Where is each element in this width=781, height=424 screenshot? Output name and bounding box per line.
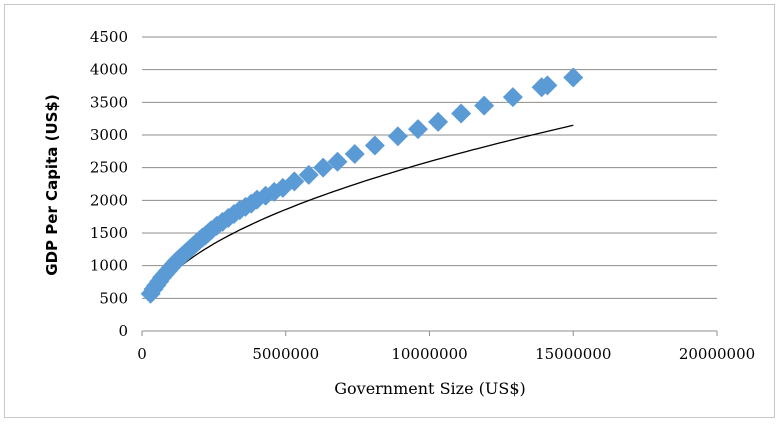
- x-tick-label: 20000000: [679, 345, 755, 363]
- y-tick-label: 4000: [90, 61, 128, 79]
- scatter-chart: 0 500 1000 1500 2000 2500 3000 3500 4000 4500 0 500…: [43, 28, 755, 398]
- x-tick-label: 10000000: [391, 345, 467, 363]
- y-tick-label: 2000: [90, 191, 128, 209]
- data-point: [451, 103, 472, 124]
- x-tick-label: 15000000: [535, 345, 611, 363]
- data-point: [313, 157, 334, 178]
- tick-labels: 0 500 1000 1500 2000 2500 3000 3500 4000 4500 0 500…: [90, 28, 755, 363]
- trendline: [150, 124, 574, 300]
- x-axis-title: Government Size (US$): [334, 379, 526, 398]
- y-tick-label: 1000: [90, 257, 128, 275]
- data-point: [387, 126, 408, 147]
- y-tick-label: 3500: [90, 93, 128, 111]
- y-tick-label: 4500: [90, 28, 128, 46]
- data-point: [408, 119, 428, 140]
- x-tick-label: 0: [137, 345, 147, 363]
- y-axis-title: GDP Per Capita (US$): [43, 94, 61, 275]
- data-point: [428, 111, 449, 132]
- gridlines: [142, 36, 717, 299]
- y-tick-label: 3000: [90, 126, 128, 144]
- y-tick-label: 2500: [90, 159, 128, 177]
- data-point: [298, 164, 319, 185]
- data-point: [502, 87, 523, 108]
- data-points: [140, 67, 584, 304]
- data-point: [563, 67, 584, 88]
- chart-area: 0 500 1000 1500 2000 2500 3000 3500 4000 4500 0 500…: [4, 4, 775, 418]
- y-tick-label: 500: [99, 289, 128, 307]
- data-point: [284, 171, 305, 192]
- y-tick-label: 0: [118, 322, 128, 340]
- data-point: [364, 135, 385, 156]
- data-point: [474, 95, 495, 116]
- trendline-layer: [150, 124, 574, 300]
- y-tick-label: 1500: [90, 224, 128, 242]
- axes: [141, 330, 718, 336]
- x-tick-label: 5000000: [252, 345, 319, 363]
- data-point: [537, 75, 558, 96]
- data-point: [327, 151, 348, 172]
- data-point: [344, 143, 365, 164]
